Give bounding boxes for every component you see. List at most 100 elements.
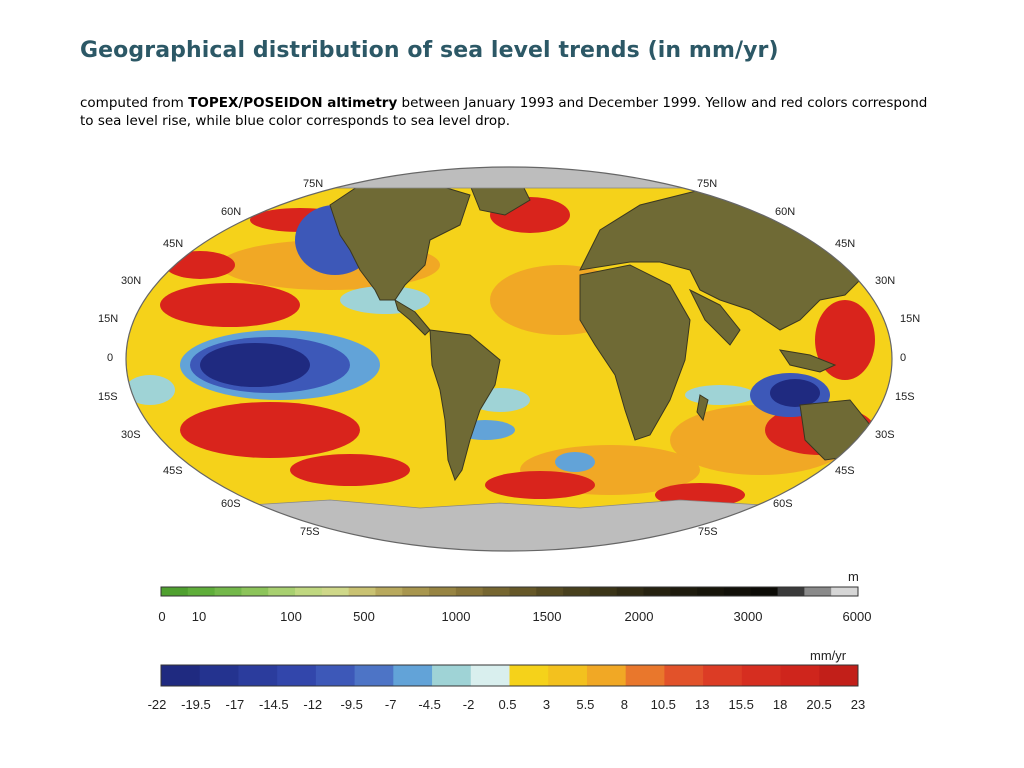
- color-bar-segment: [670, 587, 698, 596]
- color-bar-segment: [161, 665, 201, 686]
- caption-source: TOPEX/POSEIDON altimetry: [188, 95, 398, 111]
- color-bar-segment: [536, 587, 564, 596]
- sea-level-legend: mm/yr -22 -19.5 -17 -14.5 -12 -9.5 -7 -4.5 -2 0.5…: [148, 648, 866, 712]
- tick-label: 18: [773, 697, 787, 712]
- tick-label: 13: [695, 697, 709, 712]
- color-bar-segment: [199, 665, 239, 686]
- sea-level-tick-labels: -22 -19.5 -17 -14.5 -12 -9.5 -7 -4.5 -2 0.5 3 5.5 8 1…: [148, 697, 866, 712]
- tick-label: 10: [192, 609, 206, 624]
- lat-label-left: 30N: [121, 275, 141, 287]
- color-bar-segment: [268, 587, 296, 596]
- elevation-unit-label: m: [848, 569, 859, 584]
- color-bar-segment: [354, 665, 394, 686]
- color-bar-segment: [664, 665, 704, 686]
- color-bar-segment: [214, 587, 242, 596]
- africa: [579, 264, 691, 441]
- color-bar-segment: [432, 665, 472, 686]
- south-america: [429, 329, 501, 482]
- color-bar-segment: [375, 587, 403, 596]
- color-bar-segment: [429, 587, 457, 596]
- lat-label-left: 30S: [121, 429, 141, 441]
- caption-suffix: between January 1993 and December 1999. …: [80, 95, 928, 129]
- indonesia: [778, 349, 837, 373]
- tick-label: -9.5: [341, 697, 363, 712]
- color-bar-segment: [697, 587, 725, 596]
- lat-label-right: 60S: [773, 498, 793, 510]
- elevation-tick-labels: 0 10 100 500 1000 1500 2000 3000 6000: [158, 609, 871, 624]
- lat-label-right: 30N: [875, 275, 895, 287]
- color-bar-segment: [315, 665, 356, 686]
- color-bar-segment: [393, 665, 433, 686]
- color-bar-segment: [238, 665, 278, 686]
- color-bar-segment: [643, 587, 671, 596]
- tick-label: -14.5: [259, 697, 289, 712]
- color-bar-segment: [161, 587, 189, 596]
- color-bar-segment: [589, 587, 618, 596]
- color-bar-segment: [819, 665, 859, 686]
- color-bar-segment: [241, 587, 269, 596]
- tick-label: 1000: [442, 609, 471, 624]
- color-bar-segment: [804, 587, 832, 596]
- arabia-india: [688, 288, 741, 346]
- lat-label-right: 0: [900, 352, 906, 364]
- color-bar-segment: [831, 587, 859, 596]
- tick-label: 20.5: [806, 697, 831, 712]
- tick-label: -12: [303, 697, 322, 712]
- page-title: Geographical distribution of sea level t…: [80, 38, 779, 63]
- tick-label: 15.5: [729, 697, 754, 712]
- lat-label-left: 75N: [303, 178, 323, 190]
- tick-label: -7: [385, 697, 397, 712]
- latitude-labels-right: 75N 60N 45N 30N 15N 0 15S 30S 45S 60S 75S: [697, 178, 920, 538]
- tick-label: 100: [280, 609, 302, 624]
- color-bar-segment: [509, 587, 537, 596]
- tick-label: 10.5: [651, 697, 676, 712]
- lat-label-right: 75S: [698, 526, 718, 538]
- caption: computed from TOPEX/POSEIDON altimetry b…: [80, 94, 940, 130]
- world-map: [125, 166, 893, 552]
- sea-level-color-bar: [160, 664, 859, 687]
- tick-label: 5.5: [576, 697, 594, 712]
- tick-label: 0.5: [498, 697, 516, 712]
- color-bar-frame: [160, 586, 859, 597]
- color-bar-segment: [509, 665, 549, 686]
- color-bar-segment: [703, 665, 743, 686]
- color-bar-segment: [295, 587, 323, 596]
- color-bar-segment: [777, 587, 805, 596]
- lat-label-left: 15S: [98, 391, 118, 403]
- tick-label: 3: [543, 697, 550, 712]
- lat-label-left: 0: [107, 352, 113, 364]
- color-bar-segment: [563, 587, 591, 596]
- color-bar-segment: [470, 665, 510, 686]
- lat-label-right: 15S: [895, 391, 915, 403]
- color-bar-segment: [482, 587, 510, 596]
- tick-label: -19.5: [181, 697, 211, 712]
- lat-label-right: 45N: [835, 238, 855, 250]
- color-bar-segment: [321, 587, 350, 596]
- elevation-legend: m 0 10 100 500 1000 1500 2000 3000 6000: [158, 569, 871, 624]
- tick-label: 1500: [533, 609, 562, 624]
- madagascar: [696, 394, 709, 422]
- central-america: [394, 298, 431, 336]
- color-bar-segment: [750, 587, 779, 596]
- tick-label: 3000: [734, 609, 763, 624]
- tick-label: -2: [463, 697, 475, 712]
- color-bar-segment: [741, 665, 782, 686]
- map-outline: [125, 166, 893, 552]
- lat-label-right: 75N: [697, 178, 717, 190]
- color-bar-segment: [455, 587, 484, 596]
- caption-prefix: computed from: [80, 95, 189, 111]
- sea-level-unit-label: mm/yr: [810, 648, 847, 663]
- tick-label: 0: [158, 609, 165, 624]
- tick-label: -22: [148, 697, 167, 712]
- color-bar-segment: [780, 665, 820, 686]
- lat-label-right: 15N: [900, 313, 920, 325]
- arctic: [126, 167, 892, 189]
- ocean-drop-patches: [180, 205, 830, 472]
- tick-label: 8: [621, 697, 628, 712]
- elevation-color-bar: [160, 586, 859, 597]
- color-bar-segment: [277, 665, 317, 686]
- lat-label-left: 60N: [221, 206, 241, 218]
- tick-label: -17: [225, 697, 244, 712]
- tick-label: 6000: [843, 609, 872, 624]
